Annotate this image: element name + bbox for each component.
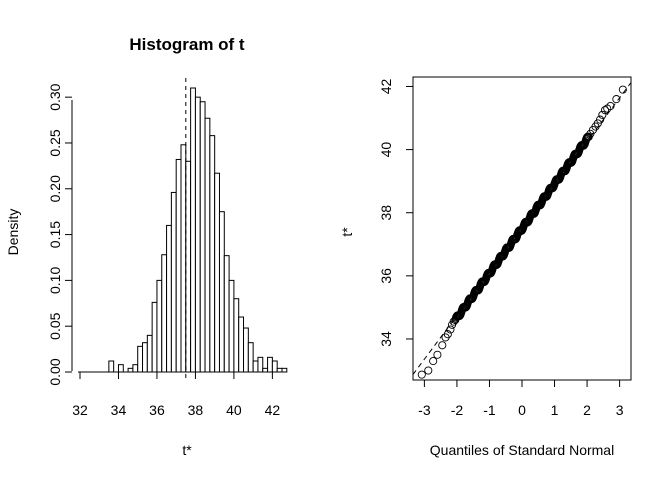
x-tick-label: -1 [483, 402, 496, 418]
histogram-bar [199, 101, 206, 373]
histogram-x-label: t* [182, 442, 192, 458]
y-tick-label: 0.00 [47, 358, 63, 385]
x-tick-label: -3 [418, 402, 431, 418]
histogram-bar [137, 345, 144, 373]
x-tick-label: 34 [111, 402, 127, 418]
histogram-bar [185, 160, 192, 373]
histogram-bar [257, 356, 264, 373]
histogram-bar [281, 367, 288, 373]
histogram-bar [166, 224, 172, 373]
x-tick-label: 0 [518, 402, 526, 418]
histogram-bar [170, 191, 177, 373]
histogram-bar [132, 364, 139, 373]
y-tick-label: 0.30 [47, 83, 63, 110]
x-tick-label: 38 [188, 402, 204, 418]
x-tick-label: 3 [616, 402, 624, 418]
histogram-bar [175, 158, 182, 373]
y-tick-label: 0.20 [47, 175, 63, 202]
histogram-bar [108, 360, 115, 373]
qq-point [424, 366, 433, 375]
histogram-bar [161, 254, 168, 373]
histogram-bar [228, 279, 235, 373]
histogram-bar [214, 172, 220, 373]
histogram-title: Histogram of t [129, 35, 245, 54]
y-tick-label: 0.15 [47, 221, 63, 248]
qq-point [443, 330, 452, 339]
qq-point [446, 325, 455, 334]
y-tick-label: 0.05 [47, 312, 63, 339]
x-tick-label: 42 [265, 402, 281, 418]
histogram-y-ticks: 0.00 0.05 0.10 0.15 0.20 0.25 0.30 [47, 83, 72, 386]
histogram-x-ticks: 32 34 36 38 40 42 [72, 372, 280, 418]
histogram-bar [151, 301, 158, 373]
qq-y-ticks: 34 36 38 40 42 [378, 78, 413, 347]
histogram-bar [209, 135, 216, 373]
qq-point [618, 85, 627, 94]
qq-point [612, 95, 621, 104]
y-tick-label: 36 [378, 268, 394, 284]
histogram-bar [267, 356, 273, 373]
histogram-bars [108, 87, 288, 373]
qq-point [438, 341, 447, 350]
histogram-bar [204, 117, 211, 373]
x-tick-label: 40 [226, 402, 242, 418]
histogram-bar [271, 360, 278, 373]
qq-y-label: t* [339, 227, 355, 237]
histogram-bar [117, 364, 124, 373]
y-tick-label: 38 [378, 205, 394, 221]
histogram-bar [243, 327, 249, 373]
histogram-bar [238, 316, 245, 373]
x-tick-label: 2 [583, 402, 591, 418]
qq-point [606, 101, 615, 111]
x-tick-label: 36 [149, 402, 165, 418]
x-tick-label: -2 [451, 402, 464, 418]
histogram-bar [262, 367, 269, 373]
x-tick-label: 1 [551, 402, 559, 418]
qq-point [596, 115, 605, 124]
y-tick-label: 42 [378, 78, 394, 94]
histogram-bar [233, 298, 240, 373]
qq-x-label: Quantiles of Standard Normal [430, 442, 614, 458]
histogram-bar [190, 87, 196, 373]
histogram-y-label: Density [5, 209, 21, 256]
qq-point [600, 106, 610, 115]
histogram-bar [180, 144, 187, 373]
qq-points [417, 85, 627, 379]
histogram-panel: Histogram of t 32 34 36 38 40 42 0.00 0.05 0.10… [5, 35, 288, 458]
histogram-bar [142, 342, 148, 373]
histogram-bar [127, 367, 134, 373]
histogram-bar [252, 360, 259, 373]
histogram-bar [276, 367, 283, 373]
y-tick-label: 0.10 [47, 267, 63, 294]
histogram-bar [194, 96, 201, 373]
histogram-bar [146, 334, 153, 373]
x-tick-label: 32 [72, 402, 88, 418]
qq-point [429, 357, 438, 366]
qq-point [449, 317, 458, 326]
histogram-bar [218, 211, 225, 373]
histogram-bar [223, 255, 230, 373]
qq-plot-panel: -3 -2 -1 0 1 2 3 34 36 38 40 42 Quantiles of Stand… [339, 76, 632, 458]
y-tick-label: 40 [378, 142, 394, 158]
y-tick-label: 34 [378, 331, 394, 347]
y-tick-label: 0.25 [47, 129, 63, 156]
qq-point [433, 350, 442, 359]
qq-point [598, 110, 607, 119]
qq-x-ticks: -3 -2 -1 0 1 2 3 [418, 380, 624, 418]
histogram-bar [247, 342, 254, 373]
histogram-bar [156, 279, 163, 373]
qq-point [417, 370, 426, 379]
